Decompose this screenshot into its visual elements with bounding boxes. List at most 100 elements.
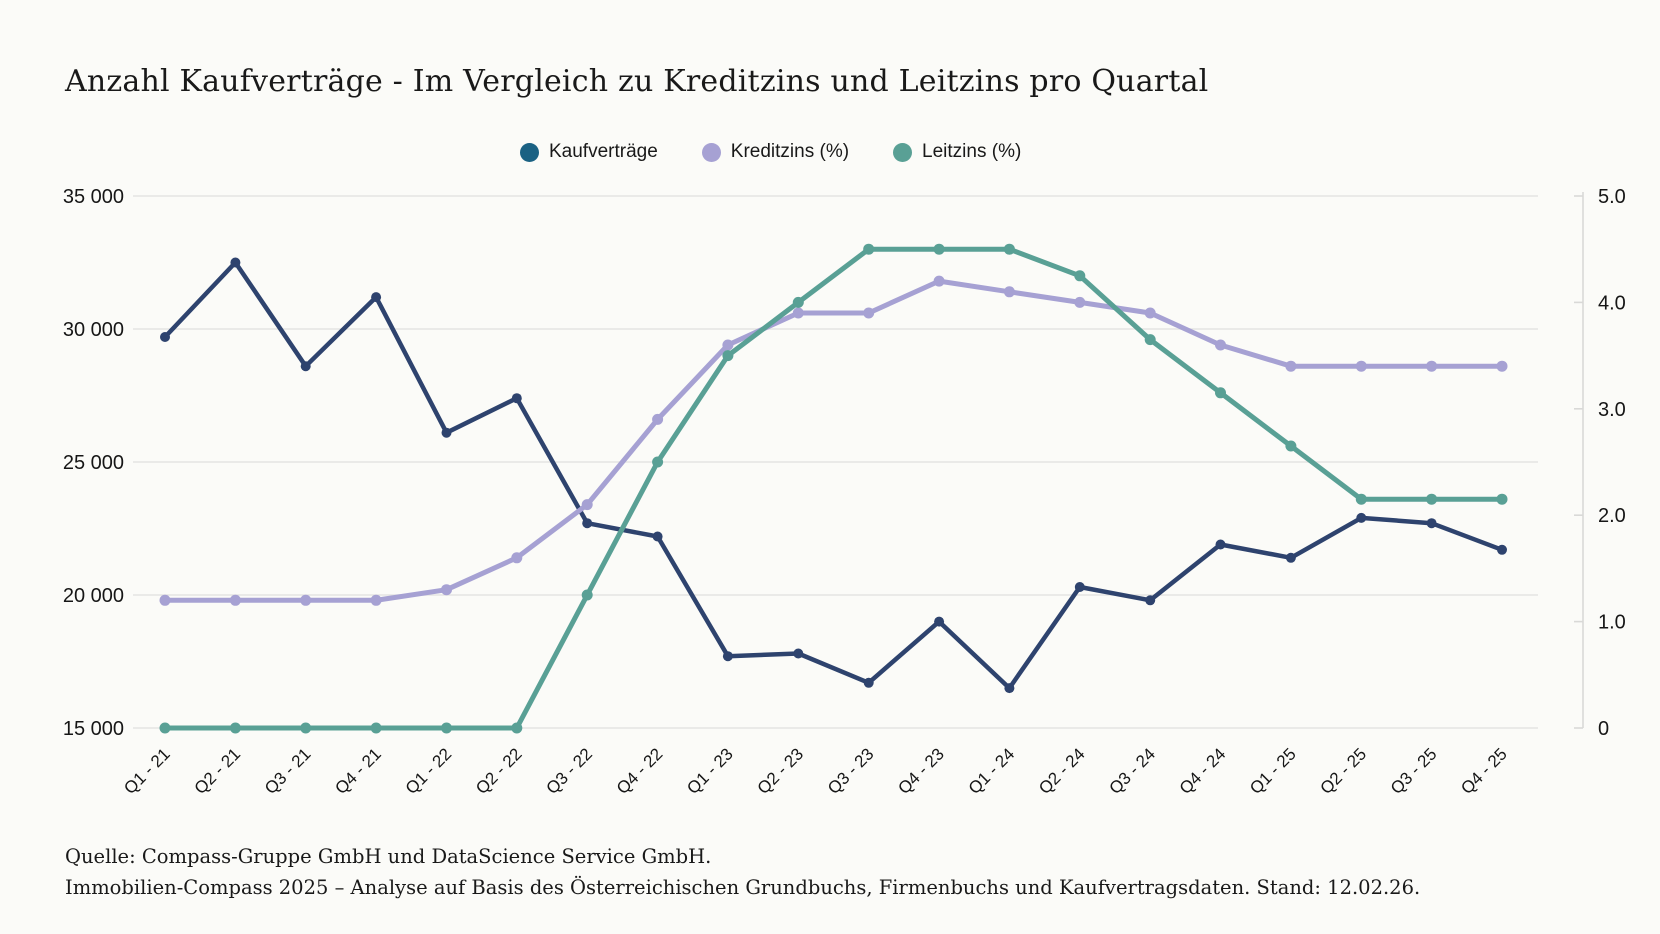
source-footer: Quelle: Compass-Gruppe GmbH und DataScie… (65, 841, 1420, 903)
legend-item-leitzins[interactable]: Leitzins (%) (893, 141, 1021, 163)
data-point-marker (652, 413, 664, 425)
data-point-marker (1496, 360, 1508, 372)
data-point-marker (1215, 387, 1226, 399)
data-point-marker (1285, 440, 1297, 452)
data-point-marker (370, 722, 382, 734)
data-point-marker (934, 616, 945, 627)
data-point-marker (229, 722, 241, 734)
x-axis-label: Q3 - 25 (1387, 744, 1441, 798)
series-kaufvertr-ge (160, 257, 1507, 694)
x-axis-label: Q1 - 23 (683, 744, 737, 798)
data-point-marker (300, 722, 312, 734)
data-point-marker (370, 594, 382, 606)
kreditzins-dot-icon (701, 142, 721, 162)
x-axis-label: Q4 - 25 (1457, 744, 1511, 798)
x-axis-label: Q4 - 21 (331, 744, 385, 798)
data-point-marker (1003, 243, 1015, 255)
left-axis-label: 25 000 (63, 452, 124, 474)
data-point-marker (1285, 360, 1297, 372)
x-axis-label: Q2 - 24 (1035, 744, 1089, 798)
right-axis-label: 2.0 (1598, 505, 1626, 527)
series-line (162, 278, 1505, 603)
data-point-marker (159, 722, 171, 734)
x-axis-label: Q1 - 21 (120, 744, 174, 798)
data-point-marker (863, 243, 875, 255)
data-point-marker (229, 594, 241, 606)
x-axis-label: Q2 - 23 (754, 744, 808, 798)
data-point-marker (441, 722, 452, 734)
data-point-marker (1426, 493, 1438, 505)
legend-item-kreditzins[interactable]: Kreditzins (%) (701, 141, 850, 163)
data-point-marker (652, 456, 664, 468)
x-axis-label: Q4 - 23 (894, 744, 948, 798)
x-axis-label: Q3 - 21 (261, 744, 315, 798)
data-point-marker (792, 296, 804, 308)
data-point-marker (582, 518, 593, 529)
x-axis-label: Q3 - 22 (543, 744, 597, 798)
data-point-marker (1496, 493, 1508, 505)
right-axis-label: 3.0 (1598, 399, 1626, 421)
data-point-marker (1285, 552, 1296, 563)
data-point-marker (1355, 493, 1367, 505)
data-point-marker (1355, 360, 1367, 372)
right-axis-label: 0 (1598, 718, 1609, 740)
left-axis-label: 15 000 (63, 718, 124, 740)
data-point-marker (511, 552, 523, 564)
data-point-marker (933, 243, 945, 255)
chart-legend: Kaufverträge Kreditzins (%) Leitzins (%) (520, 141, 1021, 163)
left-axis-tick-labels: 15 000 20 000 25 000 30 000 35 000 (63, 186, 124, 740)
data-point-marker (1215, 539, 1226, 550)
data-point-marker (300, 594, 312, 606)
data-point-marker (1144, 307, 1156, 319)
x-axis-label: Q2 - 22 (472, 744, 526, 798)
left-axis-label: 20 000 (63, 585, 124, 607)
data-point-marker (511, 393, 522, 404)
data-point-marker (1074, 270, 1086, 282)
data-point-marker (159, 594, 171, 606)
page-title: Anzahl Kaufverträge - Im Vergleich zu Kr… (65, 64, 1209, 99)
legend-label: Leitzins (%) (922, 141, 1022, 162)
data-point-marker (1144, 334, 1156, 346)
data-point-marker (511, 722, 523, 734)
legend-label: Kaufverträge (549, 141, 658, 162)
x-axis-label: Q1 - 22 (402, 744, 456, 798)
data-point-marker (1074, 582, 1085, 592)
data-point-marker (581, 589, 593, 601)
data-point-marker (1356, 512, 1367, 523)
x-axis-label: Q1 - 25 (1246, 744, 1300, 798)
data-point-marker (371, 292, 382, 303)
series-leitzins (159, 243, 1508, 734)
x-axis-tick-labels: Q1 - 21 Q2 - 21 Q3 - 21 Q4 - 21 Q1 - 22 Q2 - … (120, 744, 1511, 798)
left-axis-label: 35 000 (63, 186, 124, 208)
series-line (162, 260, 1505, 691)
data-point-marker (1215, 339, 1226, 351)
data-point-marker (160, 332, 170, 342)
data-point-marker (722, 339, 734, 351)
data-point-marker (722, 651, 733, 662)
series-kreditzins (159, 275, 1508, 606)
x-axis-label: Q3 - 24 (1105, 744, 1159, 798)
data-point-marker (230, 257, 241, 268)
series-line (162, 246, 1505, 731)
x-axis-label: Q2 - 25 (1317, 744, 1371, 798)
x-axis-label: Q2 - 21 (191, 744, 245, 798)
x-axis-label: Q4 - 22 (613, 744, 667, 798)
data-point-marker (793, 648, 804, 659)
right-axis: 0 1.0 2.0 3.0 4.0 5.0 (1574, 186, 1626, 740)
legend-label: Kreditzins (%) (730, 141, 850, 162)
data-point-marker (441, 584, 452, 596)
left-axis-label: 30 000 (63, 319, 124, 341)
x-axis-label: Q1 - 24 (965, 744, 1019, 798)
data-point-marker (1074, 296, 1086, 308)
footer-line-2: Immobilien-Compass 2025 – Analyse auf Ba… (65, 876, 1421, 899)
data-point-marker (933, 275, 945, 287)
leitzins-dot-icon (893, 142, 913, 162)
data-point-marker (1004, 683, 1015, 694)
legend-item-kaufvertraege[interactable]: Kaufverträge (520, 141, 658, 163)
data-point-marker (1426, 518, 1437, 529)
data-point-marker (652, 531, 663, 542)
data-point-marker (300, 361, 311, 372)
data-point-marker (863, 677, 874, 688)
right-axis-label: 5.0 (1598, 186, 1626, 208)
